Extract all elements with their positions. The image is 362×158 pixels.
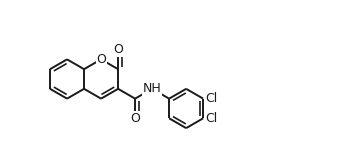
Text: Cl: Cl [205,112,218,125]
Text: O: O [96,53,106,66]
Text: O: O [113,43,123,56]
Text: Cl: Cl [205,92,218,105]
Text: O: O [130,112,140,125]
Text: NH: NH [143,82,161,95]
